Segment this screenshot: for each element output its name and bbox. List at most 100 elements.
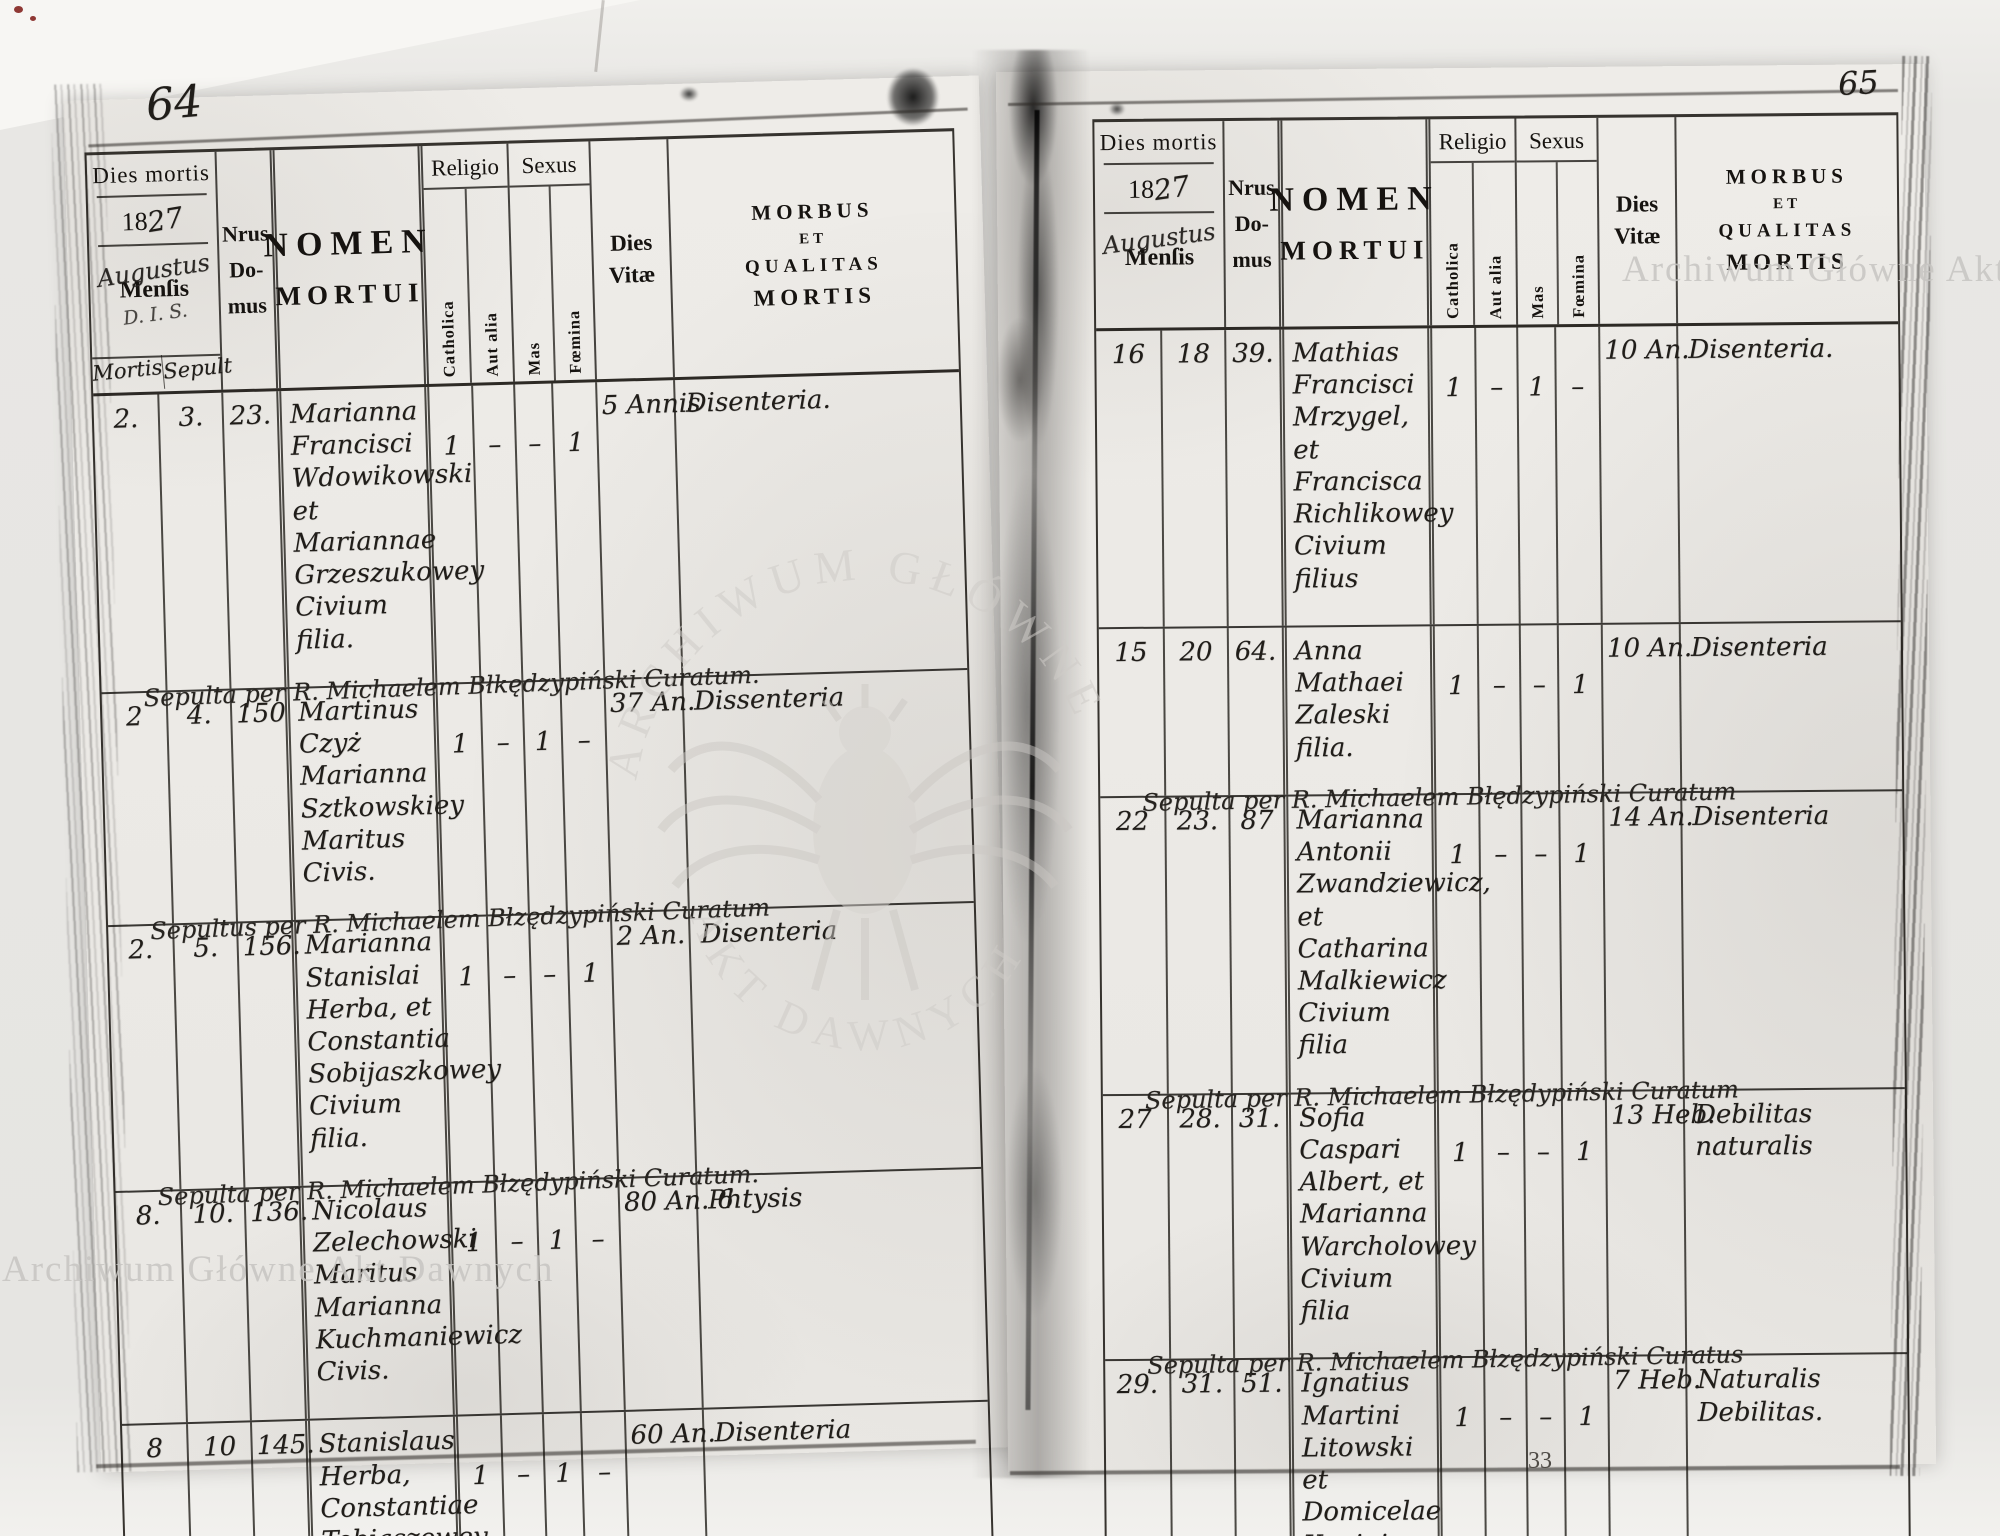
col-dies-mortis: Dies mortis 1827 Augustus Menſis D. I. S… (86, 151, 233, 396)
folio-number-left: 64 (143, 75, 205, 132)
col-nrus-domus: Nrus Do- mus (216, 150, 282, 390)
catholica-mark: 1 (437, 683, 488, 917)
archive-watermark-bottom-left: Archiwum Główne Akt Dawnych (2, 1249, 555, 1290)
dies-mortis-value: 29. (1105, 1360, 1174, 1536)
house-number: 31. (1232, 1094, 1294, 1359)
deceased-name: Marianna Stanislai Herba, et Constantia … (296, 918, 501, 1186)
catholica-mark: 1 (451, 1182, 502, 1415)
cause-of-death: Disenteria (1692, 800, 1830, 832)
col-dies-vitae: Dies Vitæ (1598, 117, 1679, 324)
femina-label: Fœmina (1568, 254, 1588, 319)
sheet-number: 33 (1528, 1448, 1552, 1474)
register-table-right: Dies mortis 1827 Augustus Menſis Nrus Do… (1092, 112, 1916, 1536)
col-morbus: MORBUS ET QUALITAS MORTIS (744, 196, 884, 311)
aut-alia-mark: – (1476, 327, 1521, 624)
catholica-label: Catholica (437, 300, 459, 378)
table-header: Dies mortis 1827 Augustus Menſis D. I. S… (86, 131, 959, 397)
cause-of-death: Disenteria (714, 1414, 852, 1449)
age-value: 60 An. (625, 1410, 716, 1536)
deceased-name: Martinus Czyż Marianna Sztkowskiey Marit… (289, 684, 464, 921)
mas-label: Mas (1527, 285, 1547, 319)
dies-mortis-label: Dies mortis (91, 159, 211, 189)
col-nomen-mortui: NOMEN MORTUI (1269, 119, 1440, 327)
house-number: 51. (1235, 1359, 1296, 1536)
femina-mark: 1 (1565, 1357, 1612, 1536)
header-rule (1104, 211, 1215, 215)
dies-sepult-value: 31. (1171, 1360, 1238, 1536)
table-row: 22 23. 87 Marianna Antonii Zwandziewicz,… (1100, 789, 1905, 1114)
age-value: 10 An. (1602, 623, 1692, 792)
aut-alia-mark: – (1485, 1357, 1530, 1536)
aut-alia-mark: – (1480, 794, 1525, 1091)
col-morbus: MORBUS ET QUALITAS MORTIS (1718, 163, 1857, 275)
femina-mark: 1 (1560, 793, 1607, 1090)
aut-alia-mark: – (1482, 1092, 1528, 1357)
deceased-name: Nicolaus Zelechowski Maritus Marianna Ku… (303, 1183, 522, 1420)
paper-crease (594, 0, 605, 72)
table-body-right: 16 18 39. Mathias Francisci Mrzygel, et … (1096, 324, 1914, 1536)
archive-watermark-top-right: Archiwum Główne Akt Dawnych (1622, 249, 2000, 290)
col-religio: Religio Catholica Aut alia (422, 143, 516, 384)
dies-mortis-value: 2 (101, 692, 175, 926)
catholica-mark: 1 (1441, 1358, 1488, 1536)
house-number: 39. (1226, 329, 1287, 626)
house-number: 150 (231, 688, 296, 922)
col-dies-vitae: Dies Vitæ (590, 139, 675, 380)
table-row: 16 18 39. Mathias Francisci Mrzygel, et … (1096, 324, 1901, 628)
ink-blot (990, 300, 1050, 460)
col-religio: Religio Catholica Aut alia (1430, 118, 1519, 326)
dies-mortis-value: 2. (93, 394, 168, 693)
table-row: 15 20 64. Anna Mathaei Zaleski filia. 1 … (1098, 620, 1903, 817)
mas-mark: – (1524, 1091, 1566, 1356)
agad-eagle-watermark: ARCHIWUM GŁÓWNE AKT DAWNYCH (596, 538, 1107, 1061)
age-value: 80 An. 6 (619, 1176, 734, 1411)
mortis-sepult-subheader: Mortis Sepult (91, 353, 233, 396)
mas-mark: 1 (537, 1180, 582, 1413)
mas-mark: – (1522, 793, 1563, 1091)
dies-sepult-value: 10. (181, 1189, 252, 1423)
femina-label: Fœmina (563, 309, 585, 375)
dies-sepult-value: 23. (1166, 796, 1233, 1094)
femina-mark: 1 (1562, 1091, 1610, 1356)
deceased-name: Marianna Antonii Zwandziewicz, et Cathar… (1288, 795, 1491, 1093)
dies-mortis-value: 8. (115, 1191, 188, 1425)
catholica-mark: 1 (1434, 625, 1481, 794)
deceased-name: Marianna Francisci Wdowikowski et Marian… (281, 386, 485, 687)
dies-sepult-value: 4. (167, 690, 239, 924)
table-row: 29. 31. 51. Ignatius Martini Litowski et… (1105, 1352, 1910, 1536)
mas-label: Mas (523, 341, 544, 376)
aut-alia-label: Aut alia (1485, 254, 1505, 319)
aut-alia-mark: – (1478, 625, 1523, 793)
table-header: Dies mortis 1827 Augustus Menſis Nrus Do… (1094, 115, 1899, 332)
red-speck (30, 16, 36, 21)
deceased-name: Mathias Francisci Mrzygel, et Francisca … (1284, 328, 1453, 626)
catholica-mark: 1 (1432, 327, 1479, 625)
deceased-name: Ignatius Martini Litowski et Domicelae K… (1293, 1358, 1456, 1536)
house-number: 23. (223, 391, 290, 689)
col-nomen-mortui: NOMEN MORTUI (263, 146, 434, 389)
aut-alia-mark: – (487, 915, 538, 1181)
folio-number-right: 65 (1837, 62, 1880, 104)
age-value: 7 Heb. (1609, 1356, 1701, 1536)
catholica-mark: 1 (1438, 1092, 1486, 1357)
table-row: 27 28. 31. Sofia Caspari Albert, et Mari… (1102, 1086, 1908, 1380)
cause-of-death: Phtysis (707, 1182, 803, 1216)
dies-sepult-value: 28. (1168, 1094, 1236, 1359)
col-nrus-domus: Nrus Do- mus (1224, 120, 1285, 328)
header-rule (98, 242, 209, 248)
ink-blot (878, 58, 948, 136)
aut-alia-mark: – (495, 1181, 544, 1414)
femina-mark: – (581, 1412, 633, 1536)
deceased-name: Stanislaus Herba, Constantiae Tobiaszowe… (309, 1416, 488, 1536)
dies-mortis-value: 8 (122, 1424, 195, 1536)
aut-alia-label: Aut alia (480, 311, 502, 377)
table-row: 8 10 145. Stanislaus Herba, Constantiae … (121, 1400, 995, 1536)
cause-of-death: Disenteria. (1688, 333, 1834, 366)
header-rule (1103, 162, 1214, 166)
year-value: 1827 (1127, 169, 1192, 207)
cause-of-death: Naturalis Debilitas. (1697, 1364, 1824, 1428)
svg-text:AKT DAWNYCH: AKT DAWNYCH (680, 901, 1035, 1061)
mas-mark: – (1520, 625, 1561, 793)
house-number: 156. (238, 922, 304, 1188)
cause-of-death: Disenteria (1690, 631, 1828, 663)
